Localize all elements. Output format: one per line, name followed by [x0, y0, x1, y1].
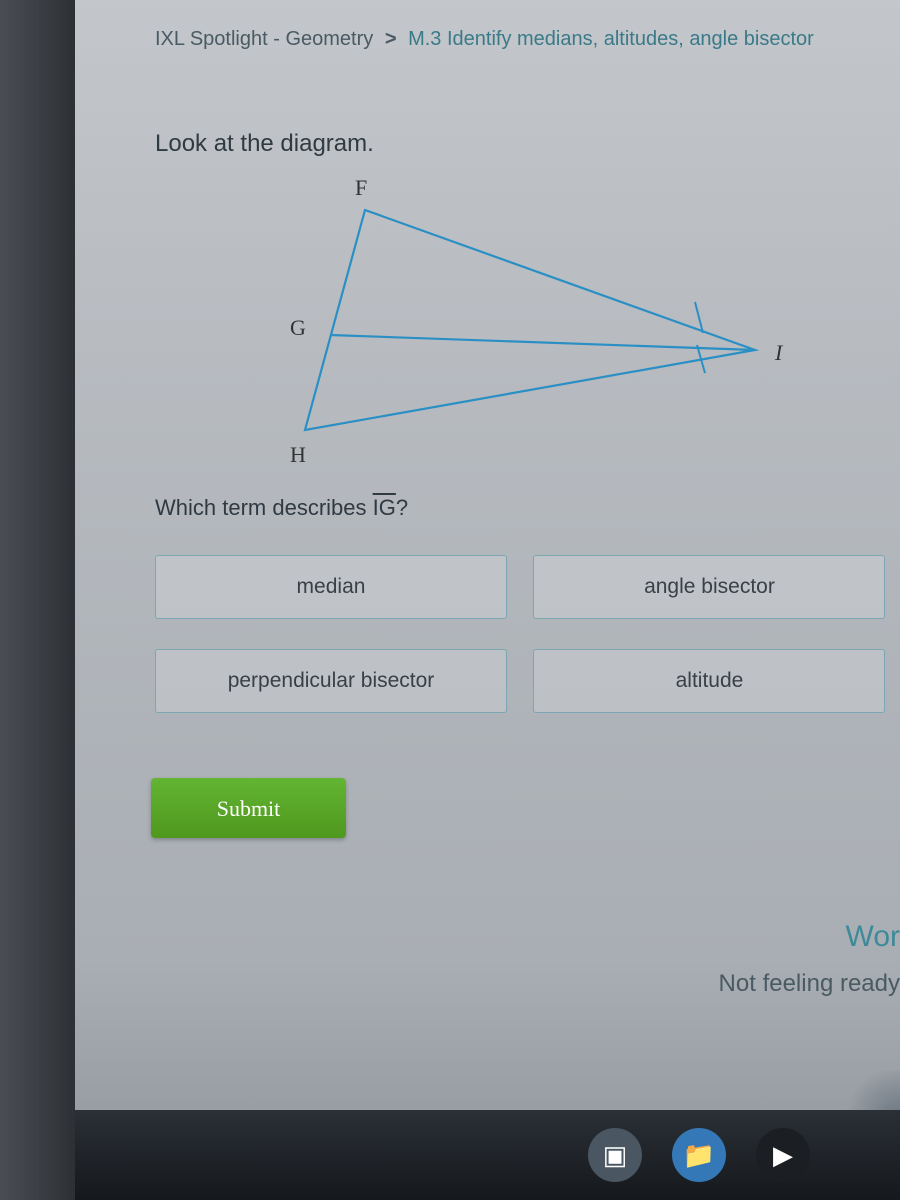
option-angle-bisector[interactable]: angle bisector [533, 555, 885, 619]
windows-taskbar[interactable]: ▣ 📁 ▶ [75, 1110, 900, 1200]
question-text: Which term describes IG? [155, 495, 408, 521]
answer-options: median angle bisector perpendicular bise… [155, 555, 900, 743]
vertex-label-i: I [774, 340, 784, 365]
store-icon[interactable]: ▣ [588, 1128, 642, 1182]
taskbar-icons: ▣ 📁 ▶ [588, 1128, 810, 1182]
file-explorer-icon[interactable]: 📁 [672, 1128, 726, 1182]
point-label-g: G [290, 315, 306, 340]
triangle-diagram: F G H I [195, 170, 815, 470]
option-median[interactable]: median [155, 555, 507, 619]
media-player-icon[interactable]: ▶ [756, 1128, 810, 1182]
submit-button[interactable]: Submit [151, 778, 346, 838]
monitor-bezel-left [0, 0, 75, 1200]
breadcrumb-section[interactable]: IXL Spotlight - Geometry [155, 28, 373, 50]
breadcrumb: IXL Spotlight - Geometry > M.3 Identify … [155, 28, 814, 51]
triangle-fhi [305, 210, 755, 430]
problem-prompt: Look at the diagram. [155, 130, 374, 158]
segment-name: IG [373, 495, 396, 520]
option-perpendicular-bisector[interactable]: perpendicular bisector [155, 649, 507, 713]
question-suffix: ? [396, 495, 408, 520]
not-feeling-ready-link[interactable]: Not feeling ready [719, 970, 900, 998]
question-prefix: Which term describes [155, 495, 373, 520]
work-link-partial[interactable]: Wor [846, 920, 900, 954]
breadcrumb-separator: > [385, 28, 397, 50]
breadcrumb-skill[interactable]: M.3 Identify medians, altitudes, angle b… [408, 28, 814, 50]
option-altitude[interactable]: altitude [533, 649, 885, 713]
vertex-label-f: F [355, 175, 367, 200]
app-viewport: IXL Spotlight - Geometry > M.3 Identify … [75, 0, 900, 1200]
vertex-label-h: H [290, 442, 306, 467]
segment-ig [330, 335, 755, 350]
